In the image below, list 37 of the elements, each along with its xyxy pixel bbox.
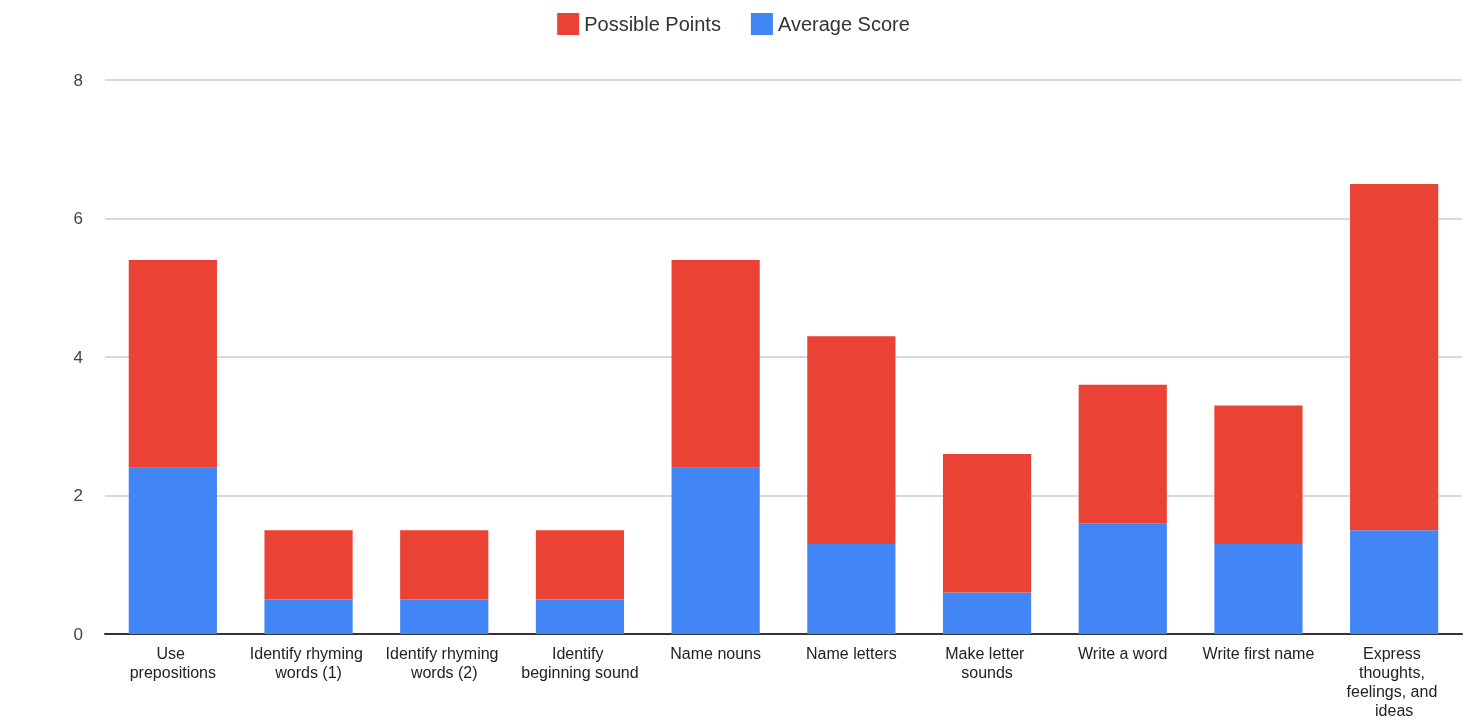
- x-tick-label: Identify rhyming words (2): [385, 645, 503, 681]
- bar: [264, 599, 353, 634]
- bar: [942, 453, 1032, 593]
- y-tick-label: 8: [73, 70, 83, 90]
- bar: [807, 336, 896, 544]
- y-tick-label: 6: [73, 209, 83, 228]
- bar: [807, 543, 896, 634]
- bar: [1350, 530, 1439, 634]
- bar: [535, 530, 625, 600]
- x-tick-label: Identify rhyming words (1): [249, 645, 368, 681]
- x-tick-label: Name letters: [806, 645, 897, 662]
- legend-label: Possible Points: [584, 13, 721, 35]
- bar: [1078, 384, 1167, 524]
- bar: [1078, 523, 1167, 634]
- x-tick-label: Express thoughts, feelings, and ideas: [1346, 645, 1442, 719]
- x-tick-label: Write a word: [1077, 645, 1168, 662]
- bar: [671, 260, 760, 468]
- y-tick-label: 4: [73, 347, 83, 367]
- bar: [535, 599, 625, 634]
- bar: [1214, 543, 1303, 634]
- bar: [1350, 183, 1439, 531]
- x-tick-label: Name nouns: [670, 645, 762, 662]
- bar: [264, 530, 353, 600]
- bar: [1214, 405, 1303, 544]
- bar: [400, 599, 489, 634]
- legend-label: Average Score: [777, 13, 910, 35]
- bar: [671, 467, 760, 634]
- y-tick-label: 2: [73, 486, 83, 505]
- bar: [128, 260, 217, 468]
- y-tick-label: 0: [73, 624, 83, 644]
- bar: [942, 592, 1032, 634]
- bar: [128, 467, 217, 634]
- x-tick-label: Make letter sounds: [945, 645, 1029, 681]
- x-tick-label: Identify beginning sound: [521, 645, 639, 681]
- bar: [400, 530, 489, 600]
- x-tick-label: Use prepositions: [129, 645, 216, 681]
- x-tick-label: Write first name: [1202, 645, 1315, 662]
